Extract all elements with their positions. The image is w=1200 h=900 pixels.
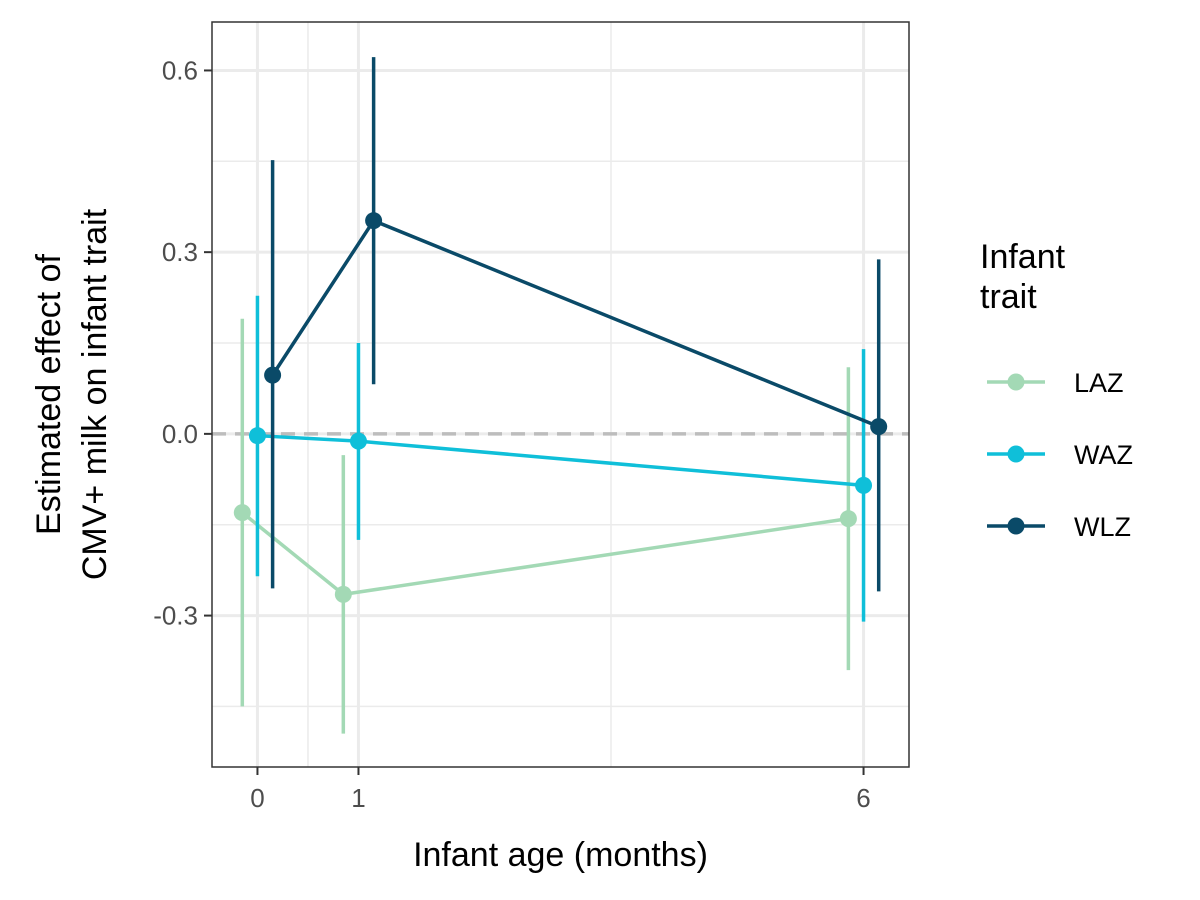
data-point (870, 418, 888, 436)
x-axis-title: Infant age (months) (413, 836, 708, 874)
data-point (233, 504, 251, 522)
legend-item-waz: WAZ (987, 440, 1133, 470)
y-tick-label: 0.3 (162, 237, 198, 267)
data-point (855, 476, 873, 494)
data-point (365, 212, 383, 230)
legend: Infant trait LAZ WAZ WLZ (980, 238, 1133, 542)
x-tick-label: 1 (351, 783, 365, 813)
panel-border (211, 21, 910, 768)
y-tick-label: 0.0 (162, 419, 198, 449)
legend-title-line: Infant (980, 238, 1066, 276)
y-axis-title-line: Estimated effect of (30, 253, 68, 535)
series-laz (233, 318, 857, 734)
legend-label: WAZ (1074, 440, 1133, 470)
series-layer (212, 57, 909, 734)
legend-key-point (1007, 373, 1025, 391)
legend-title-line: trait (980, 278, 1037, 316)
series-wlz (264, 57, 888, 592)
legend-item-wlz: WLZ (987, 512, 1131, 542)
series-line (257, 433, 864, 488)
data-point (264, 366, 282, 384)
x-tick-label: 6 (856, 783, 870, 813)
data-point (839, 510, 857, 528)
y-axis-title: Estimated effect of CMV+ milk on infant t… (30, 208, 114, 580)
x-tick-label: 0 (250, 783, 264, 813)
legend-key-point (1007, 517, 1025, 535)
y-tick-label: -0.3 (153, 601, 198, 631)
data-point (248, 427, 266, 445)
legend-title: Infant trait (980, 238, 1066, 316)
legend-key-point (1007, 445, 1025, 463)
y-axis-title-line: CMV+ milk on infant trait (76, 208, 114, 580)
legend-label: WLZ (1074, 512, 1131, 542)
legend-label: LAZ (1074, 368, 1124, 398)
data-point (334, 585, 352, 603)
data-point (349, 432, 367, 450)
axis-layer: -0.3 0.0 0.3 0.6 0 1 6 Infant age (months) Estim… (30, 55, 871, 874)
y-tick-label: 0.6 (162, 55, 198, 85)
legend-item-laz: LAZ (987, 368, 1124, 398)
series-waz (248, 295, 873, 622)
